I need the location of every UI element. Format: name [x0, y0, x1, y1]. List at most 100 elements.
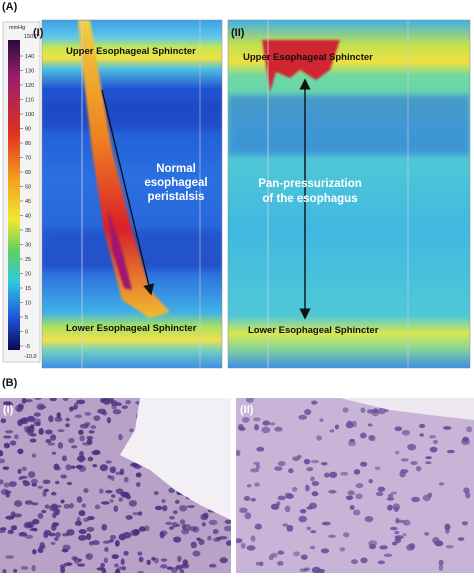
nucleus: [113, 505, 119, 513]
nucleus: [55, 532, 61, 538]
nucleus: [438, 564, 444, 571]
nucleus: [14, 500, 23, 507]
colorbar-tick-label: 10: [25, 301, 31, 307]
nucleus: [328, 534, 336, 538]
nucleus: [255, 463, 260, 470]
nucleus: [208, 563, 217, 568]
nucleus: [415, 465, 422, 472]
nucleus: [168, 487, 175, 493]
nucleus: [445, 527, 450, 534]
nucleus: [121, 405, 128, 410]
colorbar-tick-label: 0: [25, 330, 28, 336]
nucleus: [21, 417, 29, 423]
nucleus: [175, 564, 183, 570]
nucleus: [66, 481, 73, 486]
colorbar-tick-label: 100: [25, 112, 34, 118]
sphincter-label: Lower Esophageal Sphincter: [66, 323, 197, 334]
pressure-plot: [42, 20, 222, 368]
nucleus: [86, 526, 95, 532]
nucleus: [274, 466, 283, 471]
nucleus: [24, 399, 33, 403]
nucleus: [8, 481, 17, 488]
annotation-line: Pan-pressurization: [258, 178, 362, 190]
nucleus: [408, 543, 416, 550]
nucleus: [4, 430, 14, 434]
nucleus: [173, 536, 182, 543]
nucleus: [18, 532, 28, 537]
nucleus: [262, 420, 270, 426]
nucleus: [246, 545, 256, 551]
nucleus: [256, 446, 265, 452]
nucleus: [0, 527, 7, 531]
nucleus: [87, 456, 94, 462]
nucleus: [31, 482, 37, 487]
nucleus: [387, 504, 393, 511]
nucleus: [154, 505, 163, 511]
nucleus: [252, 417, 261, 422]
nucleus: [442, 426, 452, 430]
nucleus: [100, 562, 106, 568]
colorbar-tick-label: 90: [25, 127, 31, 133]
nucleus: [62, 398, 69, 401]
nucleus: [96, 567, 106, 571]
nucleus: [50, 541, 56, 545]
nucleus: [223, 525, 231, 532]
colorbar-max: 150.0: [24, 34, 38, 40]
nucleus: [0, 418, 7, 424]
nucleus: [207, 535, 212, 541]
nucleus: [123, 550, 129, 556]
nucleus: [108, 398, 114, 403]
nucleus: [346, 420, 353, 426]
nucleus: [23, 425, 32, 431]
nucleus: [135, 482, 141, 487]
nucleus: [243, 495, 251, 501]
nucleus: [349, 438, 355, 443]
nucleus: [18, 476, 24, 481]
nucleus: [236, 538, 243, 544]
nucleus: [34, 422, 40, 427]
nucleus: [239, 507, 248, 513]
nucleus: [115, 488, 124, 495]
nucleus: [402, 533, 407, 537]
nucleus: [171, 521, 178, 528]
nucleus: [83, 488, 89, 494]
background: [120, 398, 231, 520]
nucleus: [374, 466, 381, 471]
nucleus: [250, 468, 260, 473]
nucleus: [422, 494, 431, 502]
nucleus: [65, 417, 70, 422]
nucleus: [115, 471, 123, 475]
nucleus: [79, 435, 85, 442]
nucleus: [44, 429, 53, 435]
nucleus: [434, 540, 444, 547]
nucleus: [298, 414, 307, 420]
nucleus: [153, 557, 159, 564]
nucleus: [360, 407, 366, 414]
nucleus: [78, 534, 87, 541]
nucleus: [321, 521, 331, 526]
nucleus: [387, 493, 394, 499]
nucleus: [33, 412, 41, 417]
nucleus: [15, 404, 24, 412]
nucleus: [274, 426, 283, 432]
nucleus: [120, 558, 125, 566]
nucleus: [271, 552, 278, 558]
panel-label: (B): [2, 377, 18, 389]
nucleus: [389, 526, 398, 531]
nucleus: [51, 522, 60, 527]
nucleus: [51, 503, 59, 510]
colorbar-tick-label: 110: [25, 98, 34, 104]
nucleus: [85, 553, 93, 560]
colorbar-tick-label: 5: [25, 315, 28, 321]
nucleus: [438, 559, 444, 566]
colorbar-tick-label: 80: [25, 141, 31, 147]
nucleus: [347, 490, 355, 496]
nucleus: [114, 539, 120, 547]
nucleus: [65, 423, 70, 428]
nucleus: [181, 563, 190, 569]
nucleus: [208, 519, 218, 525]
nucleus: [238, 426, 246, 431]
nucleus: [292, 456, 301, 462]
nucleus: [345, 495, 354, 500]
